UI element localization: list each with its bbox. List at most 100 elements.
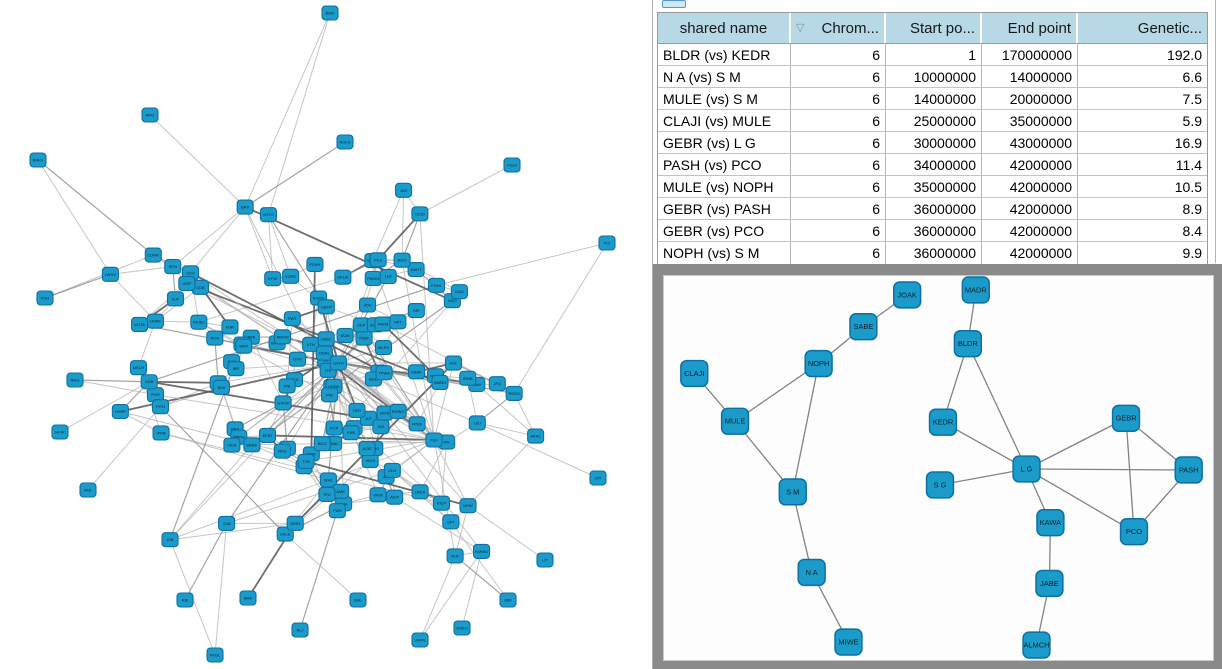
table-row[interactable]: GEBR (vs) PASH 6 36000000 42000000 8.9 <box>658 198 1207 220</box>
large-network-canvas[interactable]: BMV APO RAVH ROLS FGUI FCI FGH NNG HFIR AML CPI IJT… <box>0 0 652 669</box>
network-node[interactable]: VRFN <box>411 632 429 648</box>
table-row[interactable]: NOPH (vs) S M 6 36000000 42000000 9.9 <box>658 242 1207 264</box>
network-node[interactable]: RAVH <box>29 152 47 168</box>
network-node[interactable]: PES <box>369 252 387 268</box>
network-node[interactable]: EAL <box>349 592 367 608</box>
network-node[interactable]: TFC <box>318 486 336 502</box>
network-node[interactable]: CIB <box>161 532 179 548</box>
network-node[interactable]: FDVH <box>306 256 324 272</box>
network-node[interactable]: NLJ <box>291 622 309 638</box>
network-node[interactable]: GVEU <box>453 620 471 636</box>
network-edge-NOPH-S-M[interactable] <box>792 363 820 493</box>
network-node[interactable]: PIB <box>278 378 296 394</box>
table-row[interactable]: CLAJI (vs) MULE 6 25000000 35000000 5.9 <box>658 110 1207 132</box>
network-node-KAWA[interactable]: KAWA <box>1036 509 1065 537</box>
network-node[interactable]: BRA <box>239 590 257 606</box>
network-edge-GEBR-PCO[interactable] <box>1125 418 1135 532</box>
network-edge-L-G-PASH[interactable] <box>1026 468 1189 471</box>
network-node[interactable]: GVCR <box>274 395 292 411</box>
network-node[interactable]: VICA <box>223 437 241 453</box>
network-edge-L-G-PCO[interactable] <box>1026 468 1135 533</box>
network-node[interactable]: KMWU <box>472 543 491 559</box>
network-node[interactable]: IGE <box>372 419 390 435</box>
network-node[interactable]: BRV <box>236 199 254 215</box>
table-row[interactable]: PASH (vs) PCO 6 34000000 42000000 11.4 <box>658 154 1207 176</box>
network-node[interactable]: ODB <box>140 374 158 390</box>
network-node[interactable]: UGP <box>178 275 196 292</box>
network-node-S-M[interactable]: S M <box>778 478 807 506</box>
network-node[interactable]: RUO <box>393 252 411 268</box>
column-header-shared-name[interactable]: shared name <box>658 13 791 43</box>
network-node[interactable]: NJR <box>221 319 239 335</box>
network-node[interactable]: SPN <box>164 259 182 275</box>
network-node[interactable]: ROLS <box>336 134 354 150</box>
network-node[interactable]: FPEF <box>408 416 426 432</box>
network-node-L-G[interactable]: L G <box>1012 455 1041 483</box>
network-node-ALMCH[interactable]: ALMCH <box>1022 631 1051 659</box>
table-row[interactable]: N A (vs) S M 6 10000000 14000000 6.6 <box>658 66 1207 88</box>
network-node[interactable]: EFAT <box>258 427 277 443</box>
network-node[interactable]: SIP <box>407 302 425 319</box>
column-header-start-position[interactable]: Start po... <box>886 13 982 43</box>
network-node[interactable]: CPI <box>589 470 607 486</box>
network-node[interactable]: AML <box>79 482 97 498</box>
network-node-SABE[interactable]: SABE <box>849 313 878 341</box>
network-node[interactable]: DEBK <box>243 437 261 453</box>
network-node[interactable]: GJA <box>218 515 236 531</box>
network-node[interactable]: DDAL <box>315 345 333 361</box>
network-node-MIWE[interactable]: MIWE <box>834 628 863 656</box>
scrollbar-fragment[interactable] <box>662 0 686 8</box>
network-node[interactable]: NRW <box>459 498 477 514</box>
network-node[interactable]: THT <box>379 268 397 285</box>
network-node[interactable]: RGKS <box>505 385 523 401</box>
network-node[interactable]: IBP <box>227 361 245 377</box>
network-node[interactable]: TVB <box>297 453 315 469</box>
filter-icon[interactable]: ▽ <box>796 21 805 34</box>
network-node[interactable]: FOHL <box>427 277 446 293</box>
network-edge-L-G-GEBR[interactable] <box>1026 417 1127 470</box>
network-node-CLAJI[interactable]: CLAJI <box>680 359 709 388</box>
network-node[interactable]: BCO <box>313 436 331 452</box>
network-node-GEBR[interactable]: GEBR <box>1111 404 1141 432</box>
network-node[interactable]: HFIR <box>51 424 69 440</box>
network-node[interactable]: KCIO <box>411 206 429 222</box>
network-node[interactable]: HVAS <box>146 313 164 329</box>
network-node[interactable]: RFD <box>273 443 291 459</box>
table-row[interactable]: GEBR (vs) PCO 6 36000000 42000000 8.4 <box>658 220 1207 242</box>
network-node[interactable]: HGL <box>444 355 463 371</box>
filtered-network-view[interactable]: JOAK MADR SABE NOPH BLDR CLAJI MULE KEDR GEBR L G… <box>663 275 1214 661</box>
network-node[interactable]: FMGN <box>364 270 382 287</box>
network-node[interactable]: HMJI <box>361 453 379 469</box>
network-node[interactable]: LRVH <box>329 355 347 371</box>
column-header-end-point[interactable]: End point <box>982 13 1078 43</box>
network-node[interactable]: DIRH <box>286 515 304 531</box>
network-node[interactable]: NNG <box>66 372 84 388</box>
network-node[interactable]: AMOH <box>273 329 292 345</box>
network-node[interactable]: FAFM <box>374 316 392 332</box>
network-node[interactable]: VIUF <box>446 548 464 564</box>
network-node[interactable]: AIUT <box>386 489 404 505</box>
network-edge-BLDR-L-G[interactable] <box>967 343 1028 470</box>
network-node[interactable]: NWBO <box>431 374 449 391</box>
network-node[interactable]: CDMK <box>144 247 162 263</box>
network-node[interactable]: KBAK <box>408 364 426 380</box>
network-node[interactable]: JLDE <box>358 440 376 457</box>
network-node[interactable]: PWT <box>283 311 301 327</box>
network-node[interactable]: UFEA <box>411 484 429 500</box>
table-row[interactable]: MULE (vs) NOPH 6 35000000 42000000 10.5 <box>658 176 1207 198</box>
network-node[interactable]: BMV <box>321 5 339 21</box>
network-node[interactable]: GJF <box>166 291 185 307</box>
network-node[interactable]: MOK <box>376 405 394 421</box>
network-node[interactable]: HVRP <box>111 403 129 420</box>
network-node[interactable]: GAG <box>450 284 468 300</box>
network-node[interactable]: FGUI <box>503 157 521 173</box>
network-node[interactable]: VDV <box>359 297 377 313</box>
network-node[interactable]: AKRL <box>527 428 545 444</box>
network-node-MULE[interactable]: MULE <box>720 407 750 435</box>
network-node[interactable]: UEFP <box>317 299 335 315</box>
network-node[interactable]: GVV <box>288 351 307 367</box>
network-node[interactable]: APO <box>141 107 159 123</box>
column-header-chromosome[interactable]: ▽ Chrom... <box>791 13 886 43</box>
network-node[interactable]: FCI <box>598 235 616 251</box>
network-node-N-A[interactable]: N A <box>797 558 826 587</box>
